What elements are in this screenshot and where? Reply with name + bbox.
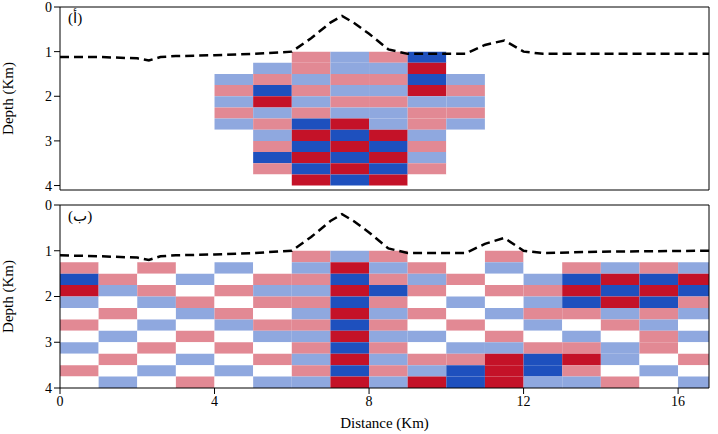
- svg-text:0: 0: [57, 394, 64, 409]
- svg-text:4: 4: [211, 394, 218, 409]
- svg-text:1: 1: [45, 244, 52, 259]
- svg-text:Depth (Km): Depth (Km): [0, 62, 17, 135]
- svg-text:Distance (Km): Distance (Km): [340, 415, 429, 432]
- svg-text:4: 4: [45, 381, 52, 396]
- svg-text:8: 8: [366, 394, 373, 409]
- svg-text:0: 0: [45, 198, 52, 213]
- svg-text:16: 16: [671, 394, 685, 409]
- svg-text:3: 3: [45, 335, 52, 350]
- svg-text:3: 3: [45, 134, 52, 149]
- svg-text:0: 0: [45, 0, 52, 15]
- html-text:(أ): (أ): [68, 10, 83, 26]
- svg-text:2: 2: [45, 289, 52, 304]
- html-text:(ب): (ب): [68, 208, 93, 224]
- svg-text:2: 2: [45, 89, 52, 104]
- svg-text:12: 12: [517, 394, 531, 409]
- svg-text:Depth (Km): Depth (Km): [0, 260, 17, 333]
- svg-text:1: 1: [45, 45, 52, 60]
- svg-text:4: 4: [45, 179, 52, 194]
